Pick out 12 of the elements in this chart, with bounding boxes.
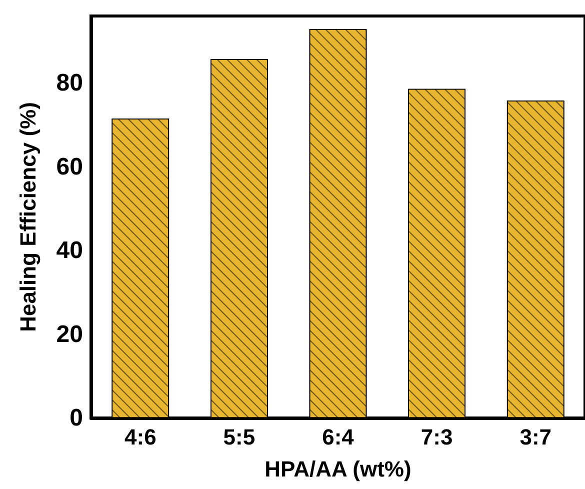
x-tick-label: 6:4	[322, 424, 355, 450]
x-tick-label: 4:6	[124, 424, 156, 450]
x-tick-label: 7:3	[420, 424, 453, 450]
y-tick-label: 40	[56, 237, 83, 264]
y-tick-label: 0	[70, 404, 83, 432]
y-axis-title: Healing Efficiency (%)	[16, 102, 40, 332]
y-tick-label: 80	[56, 70, 83, 96]
y-tick-label: 60	[56, 153, 83, 180]
x-tick-label: 3:7	[520, 424, 552, 450]
y-tick-label: 20	[56, 320, 83, 348]
x-tick-label: 5:5	[223, 424, 256, 450]
x-axis-title: HPA/AA (wt%)	[264, 456, 412, 482]
